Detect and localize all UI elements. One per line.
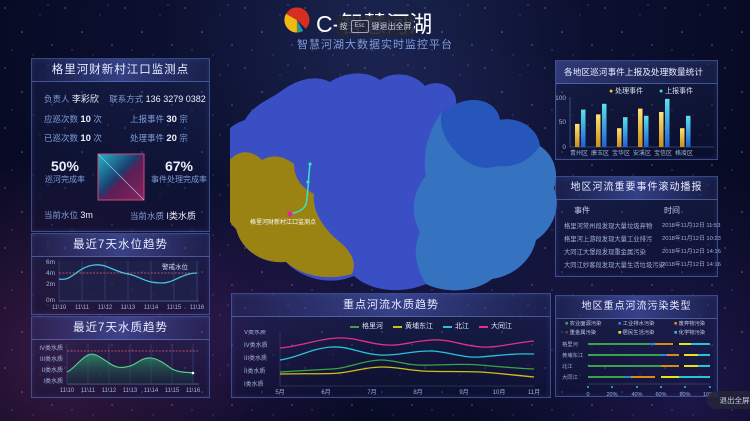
svg-text:格凌区: 格凌区 [675, 149, 693, 157]
svg-text:11\16: 11\16 [190, 305, 205, 311]
svg-text:11\13: 11\13 [121, 305, 136, 311]
svg-text:6m: 6m [46, 259, 55, 266]
svg-text:20%: 20% [606, 392, 617, 398]
svg-text:2m: 2m [46, 281, 55, 288]
svg-text:11\13: 11\13 [123, 388, 138, 394]
svg-text:11\16: 11\16 [186, 388, 201, 394]
svg-text:11\11: 11\11 [81, 388, 96, 394]
svg-text:格里河财新村江口监测点: 格里河财新村江口监测点 [250, 218, 316, 226]
svg-text:II类水质: II类水质 [42, 366, 63, 374]
svg-text:11\12: 11\12 [98, 305, 113, 311]
svg-text:II类水质: II类水质 [244, 367, 265, 375]
svg-text:0: 0 [562, 144, 566, 151]
svg-text:60%: 60% [655, 392, 666, 398]
svg-text:I类水质: I类水质 [43, 377, 63, 385]
svg-text:大同江: 大同江 [562, 373, 579, 381]
svg-text:11\14: 11\14 [144, 305, 159, 311]
svg-text:III类水质: III类水质 [40, 355, 63, 363]
svg-text:I类水质: I类水质 [244, 380, 264, 388]
svg-text:0: 0 [586, 392, 589, 398]
svg-text:北江: 北江 [562, 362, 573, 370]
svg-text:宝华区: 宝华区 [612, 149, 630, 157]
svg-text:III类水质: III类水质 [244, 354, 267, 362]
svg-text:青州区: 青州区 [570, 149, 588, 157]
svg-text:11\14: 11\14 [144, 388, 159, 394]
svg-text:9月: 9月 [459, 389, 468, 395]
svg-text:4m: 4m [46, 270, 55, 277]
svg-text:8月: 8月 [413, 389, 422, 395]
svg-text:宝信区: 宝信区 [654, 149, 672, 157]
svg-text:11\15: 11\15 [165, 388, 180, 394]
svg-text:黄埔东江: 黄埔东江 [562, 351, 584, 359]
svg-text:5月: 5月 [275, 389, 284, 395]
svg-text:6月: 6月 [321, 389, 330, 395]
svg-text:11月: 11月 [528, 389, 540, 395]
svg-text:警戒水位: 警戒水位 [162, 262, 189, 271]
svg-text:11\12: 11\12 [102, 388, 117, 394]
svg-text:11\15: 11\15 [167, 305, 182, 311]
svg-text:安溪区: 安溪区 [633, 149, 651, 157]
svg-text:廉玉区: 廉玉区 [591, 149, 609, 157]
svg-text:40%: 40% [631, 392, 642, 398]
svg-text:11\11: 11\11 [75, 305, 90, 311]
svg-text:80%: 80% [679, 392, 690, 398]
svg-text:7月: 7月 [367, 389, 376, 395]
svg-text:IV类水质: IV类水质 [39, 344, 63, 352]
svg-text:V类水质: V类水质 [244, 330, 266, 336]
svg-text:10月: 10月 [493, 389, 506, 395]
svg-text:0m: 0m [46, 297, 55, 304]
svg-text:11\10: 11\10 [60, 388, 75, 394]
svg-text:11\10: 11\10 [52, 305, 67, 311]
svg-text:格里河: 格里河 [562, 340, 579, 348]
svg-text:IV类水质: IV类水质 [244, 341, 268, 349]
